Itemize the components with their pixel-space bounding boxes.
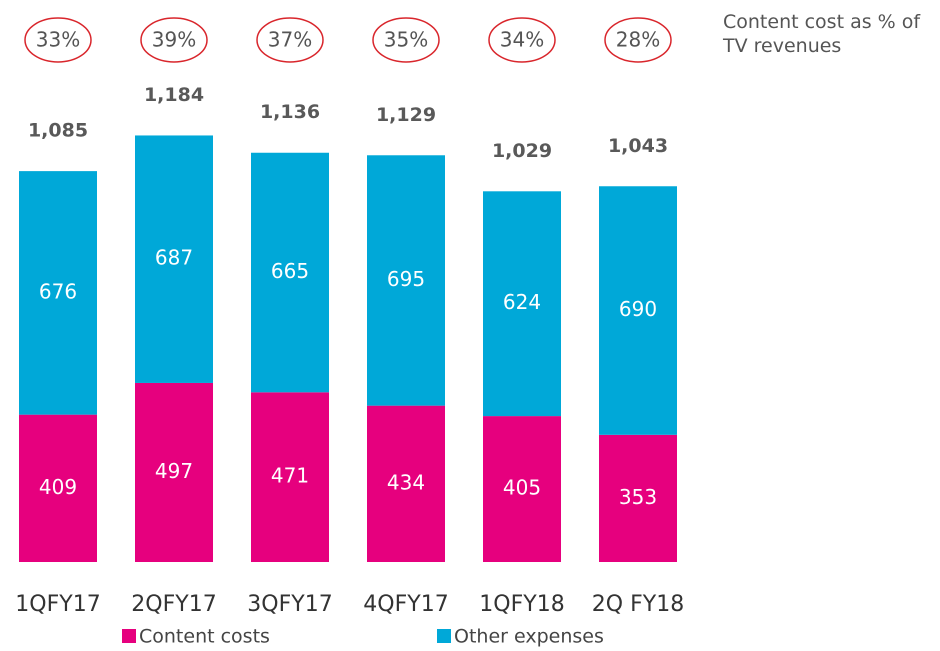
x-tick-label: 2QFY17 [131, 592, 216, 617]
share-circle [140, 17, 208, 63]
total-label: 1,129 [376, 104, 436, 126]
bar-segment [599, 434, 677, 562]
segment-label: 687 [155, 246, 193, 270]
bar-segment [19, 414, 97, 562]
x-tick-label: 4QFY17 [363, 592, 448, 617]
bar-segment [251, 152, 329, 393]
segment-label: 353 [619, 485, 657, 509]
legend-label: Content costs [139, 626, 270, 648]
segment-label: 409 [39, 475, 77, 499]
bar-segment [367, 155, 445, 406]
share-circle [372, 17, 440, 63]
bar-segment [599, 186, 677, 435]
x-tick-label: 3QFY17 [247, 592, 332, 617]
x-tick-label: 2Q FY18 [592, 592, 684, 617]
bar-segment [135, 135, 213, 383]
bar-segment [483, 416, 561, 562]
segment-label: 690 [619, 297, 657, 321]
bar-segment [135, 382, 213, 562]
x-tick-label: 1QFY17 [15, 592, 100, 617]
legend-swatch [437, 629, 451, 643]
share-circle [256, 17, 324, 63]
segment-label: 695 [387, 267, 425, 291]
segment-label: 676 [39, 279, 77, 303]
total-label: 1,085 [28, 120, 88, 142]
total-label: 1,043 [608, 135, 668, 157]
bar-segment [251, 392, 329, 562]
share-circle [24, 17, 92, 63]
total-label: 1,136 [260, 101, 320, 123]
share-label: 34% [500, 28, 544, 52]
share-circle [604, 17, 672, 63]
bar-segment [19, 171, 97, 415]
segment-label: 497 [155, 459, 193, 483]
bar-segment [367, 405, 445, 562]
segment-label: 434 [387, 470, 425, 494]
share-label: 33% [36, 28, 80, 52]
segment-label: 471 [271, 464, 309, 488]
share-label: 28% [616, 28, 660, 52]
share-circle [488, 17, 556, 63]
segment-label: 405 [503, 476, 541, 500]
share-label: 35% [384, 28, 428, 52]
x-tick-label: 1QFY18 [479, 592, 564, 617]
total-label: 1,184 [144, 84, 204, 106]
segment-label: 665 [271, 259, 309, 283]
legend-swatch [122, 629, 136, 643]
share-note: Content cost as % of TV revenues [723, 11, 921, 57]
share-label: 37% [268, 28, 312, 52]
share-label: 39% [152, 28, 196, 52]
segment-label: 624 [503, 290, 541, 314]
legend-label: Other expenses [454, 626, 604, 648]
total-label: 1,029 [492, 140, 552, 162]
bar-segment [483, 191, 561, 417]
